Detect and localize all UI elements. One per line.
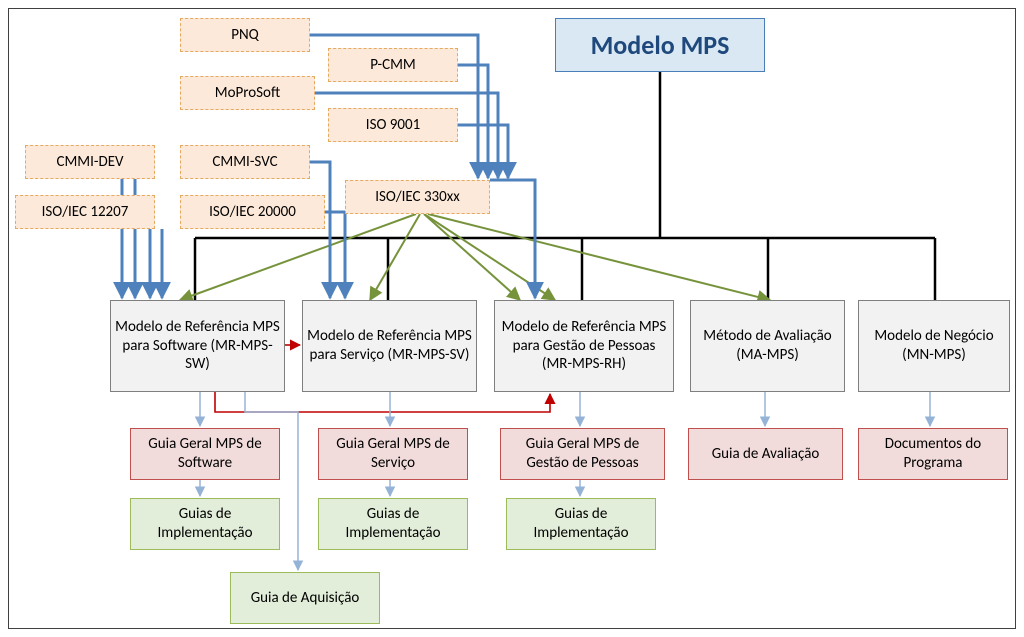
node-implemrh: Guias de Implementação: [506, 498, 656, 550]
node-moprosoft: MoProSoft: [180, 76, 315, 110]
node-iso330xx: ISO/IEC 330xx: [345, 180, 490, 214]
node-guiaaquis: Guia de Aquisição: [230, 572, 380, 624]
node-iso9001: ISO 9001: [328, 108, 458, 142]
node-mnmps: Modelo de Negócio (MN-MPS): [858, 300, 1010, 392]
node-guiasw: Guia Geral MPS de Software: [130, 428, 280, 480]
node-guiaaval: Guia de Avaliação: [688, 428, 843, 480]
node-iso20000: ISO/IEC 20000: [180, 195, 325, 229]
node-implemsv: Guias de Implementação: [318, 498, 468, 550]
node-mrsv: Modelo de Referência MPS para Serviço (M…: [302, 300, 477, 392]
node-cmmidev: CMMI-DEV: [25, 145, 155, 179]
node-mrrh: Modelo de Referência MPS para Gestão de …: [494, 300, 674, 392]
node-implemsw: Guias de Implementação: [130, 498, 280, 550]
node-root: Modelo MPS: [555, 18, 765, 72]
node-cmmisvc: CMMI-SVC: [180, 145, 310, 179]
node-pcmm: P-CMM: [328, 48, 458, 82]
node-docsprog: Documentos do Programa: [858, 428, 1008, 480]
node-pnq: PNQ: [180, 18, 310, 52]
node-mamps: Método de Avaliação (MA-MPS): [690, 300, 845, 392]
node-guiarh: Guia Geral MPS de Gestão de Pessoas: [500, 428, 665, 480]
node-guiasv: Guia Geral MPS de Serviço: [318, 428, 468, 480]
node-mrsw: Modelo de Referência MPS para Software (…: [110, 300, 285, 392]
node-iso12207: ISO/IEC 12207: [15, 195, 155, 229]
